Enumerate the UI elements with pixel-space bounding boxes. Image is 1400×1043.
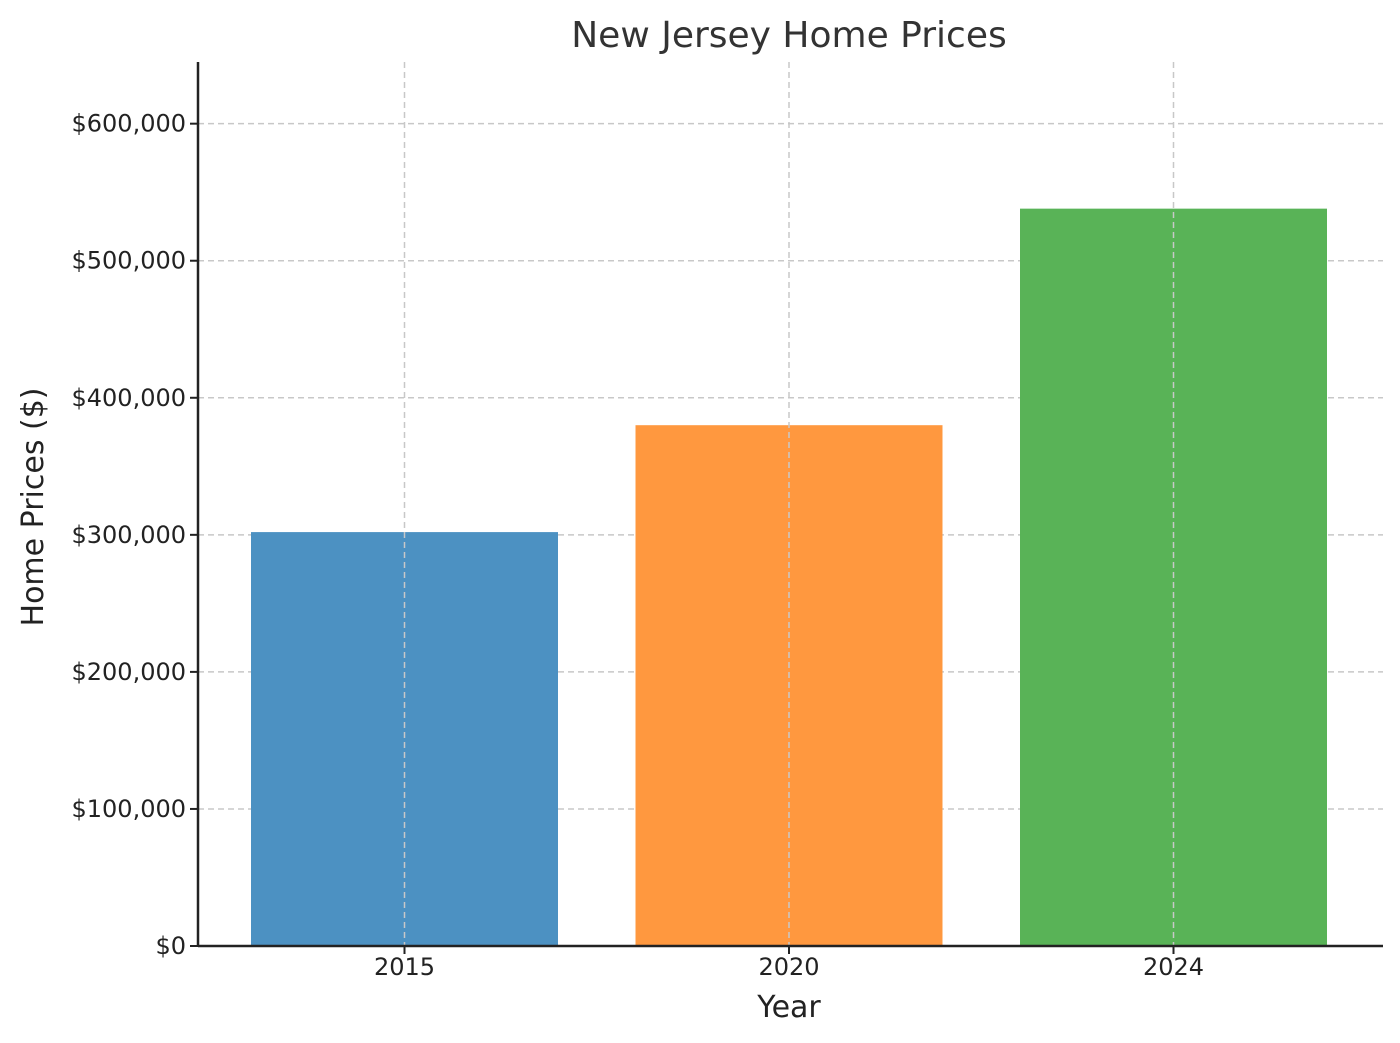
y-axis-title: Home Prices ($) (16, 388, 51, 627)
y-tick-label: $500,000 (71, 247, 186, 275)
y-tick-label: $400,000 (71, 384, 186, 412)
y-tick-label: $0 (155, 932, 186, 960)
vertical-grid-lines (403, 62, 1175, 946)
y-tick-labels: $0 $100,000 $200,000 $300,000 $400,000 $500,0… (71, 110, 198, 960)
y-tick-label: $100,000 (71, 795, 186, 823)
y-tick-label: $600,000 (71, 110, 186, 138)
x-tick-label: 2015 (374, 953, 435, 981)
x-tick-label: 2020 (758, 953, 819, 981)
axes (196, 62, 1383, 948)
y-tick-label: $200,000 (71, 658, 186, 686)
x-tick-label: 2024 (1143, 953, 1204, 981)
x-tick-labels: 2015 2020 2024 (374, 946, 1204, 981)
chart-title: New Jersey Home Prices (571, 15, 1007, 56)
y-tick-label: $300,000 (71, 521, 186, 549)
x-axis-title: Year (756, 990, 821, 1025)
